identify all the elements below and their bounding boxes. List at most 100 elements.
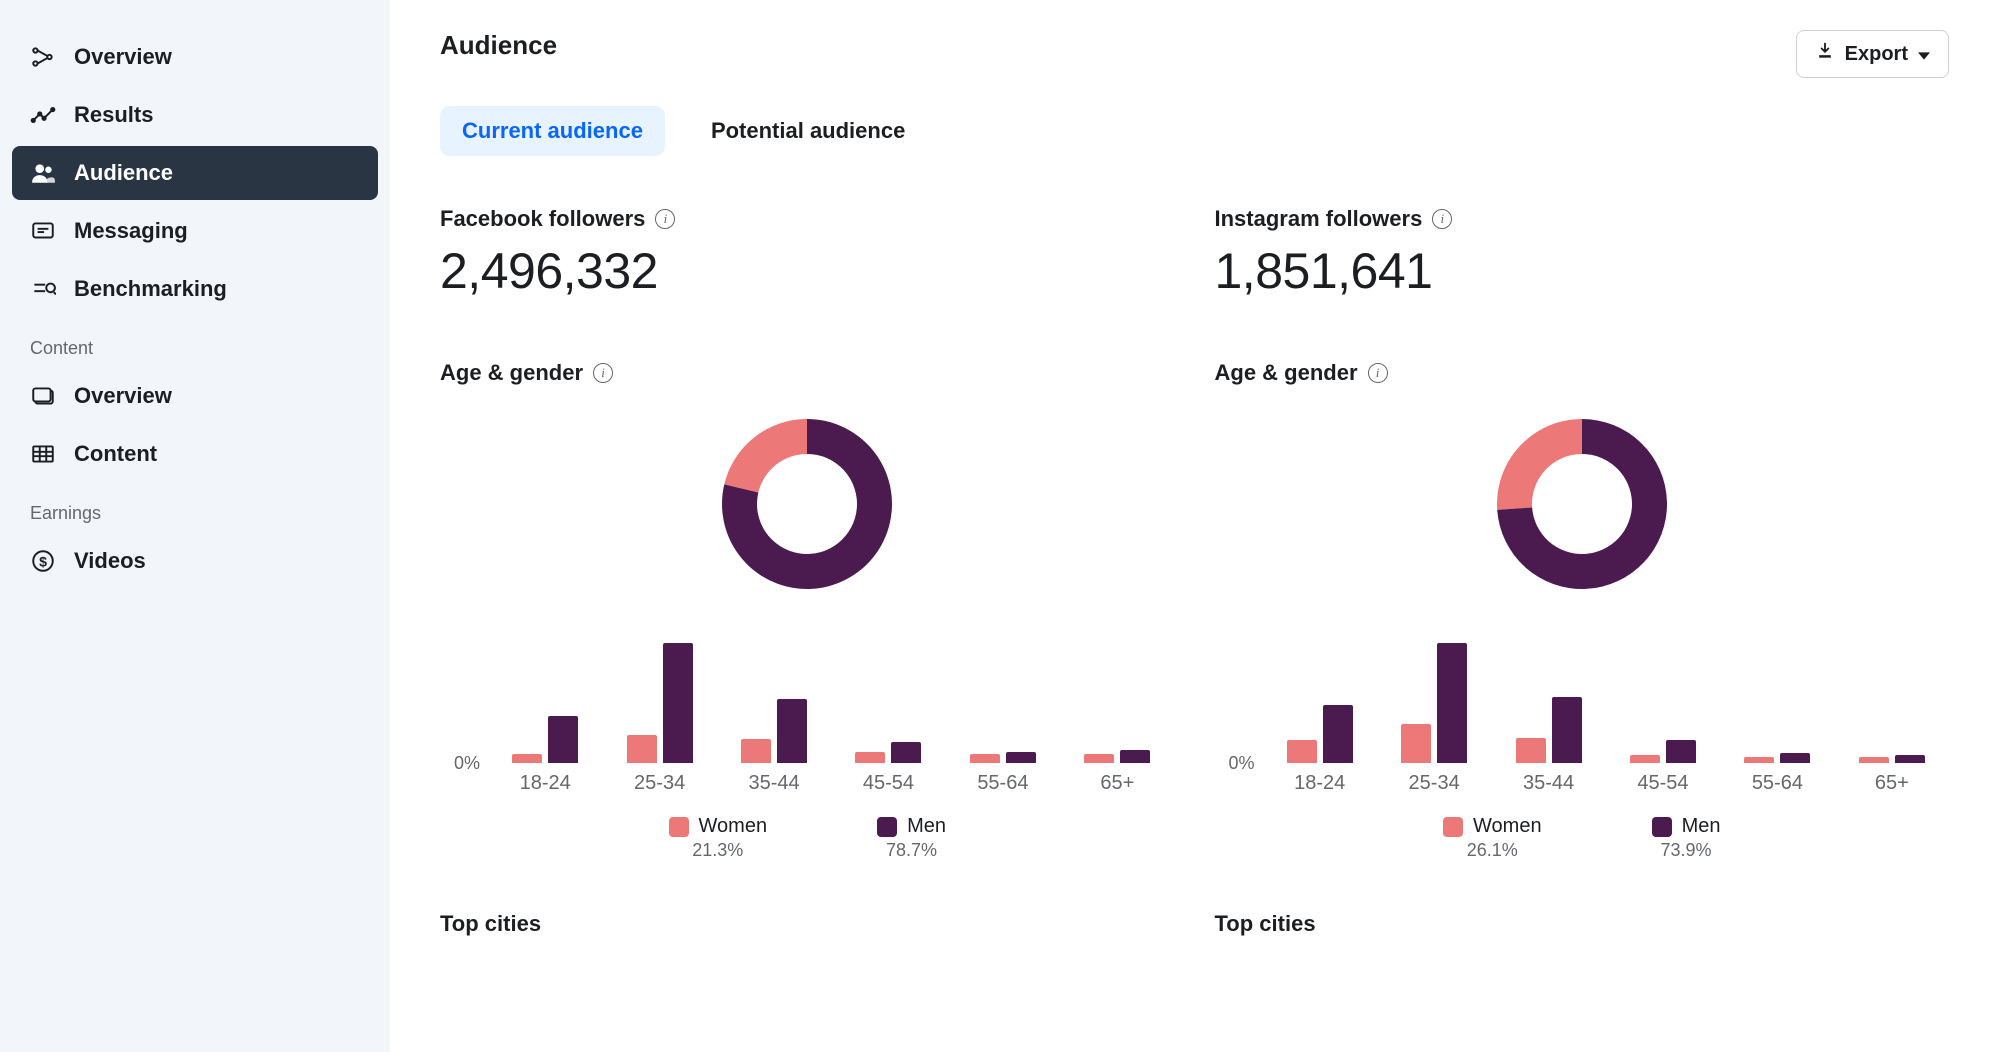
y-axis-zero: 0% bbox=[440, 753, 488, 774]
facebook-followers-value: 2,496,332 bbox=[440, 242, 1175, 300]
bar-women bbox=[1287, 740, 1317, 763]
bar-women bbox=[627, 735, 657, 763]
bar-group bbox=[1835, 755, 1949, 763]
messaging-icon bbox=[30, 218, 56, 244]
main-content: Audience Export Current audience Potenti… bbox=[390, 0, 1999, 1052]
x-axis-label: 45-54 bbox=[1606, 772, 1720, 795]
export-label: Export bbox=[1845, 43, 1908, 66]
legend-women-label: Women bbox=[1473, 815, 1542, 838]
benchmark-icon bbox=[30, 276, 56, 302]
facebook-followers-label: Facebook followers bbox=[440, 206, 645, 232]
x-axis-label: 35-44 bbox=[1491, 772, 1605, 795]
sidebar-item-messaging[interactable]: Messaging bbox=[12, 204, 378, 258]
info-icon[interactable]: i bbox=[1432, 209, 1452, 229]
page-title: Audience bbox=[440, 30, 557, 61]
bar-group bbox=[1720, 753, 1834, 763]
sidebar-section-content: Content bbox=[12, 320, 378, 369]
bar-group bbox=[1060, 750, 1174, 763]
bar-group bbox=[946, 752, 1060, 763]
bar-women bbox=[1630, 755, 1660, 763]
bar-group bbox=[717, 699, 831, 763]
bar-women bbox=[1516, 738, 1546, 763]
bar-men bbox=[1120, 750, 1150, 763]
network-icon bbox=[30, 44, 56, 70]
legend-swatch-men bbox=[1652, 817, 1672, 837]
instagram-legend: Women 26.1% Men 73.9% bbox=[1215, 815, 1950, 861]
legend-women: Women 26.1% bbox=[1443, 815, 1542, 861]
bar-men bbox=[1780, 753, 1810, 763]
sidebar-item-overview[interactable]: Overview bbox=[12, 30, 378, 84]
instagram-top-cities-label: Top cities bbox=[1215, 911, 1950, 937]
legend-women-label: Women bbox=[699, 815, 768, 838]
info-icon[interactable]: i bbox=[1368, 363, 1388, 383]
x-axis-label: 25-34 bbox=[602, 772, 716, 795]
bar-women bbox=[741, 739, 771, 763]
download-icon bbox=[1815, 41, 1835, 67]
sidebar-item-audience[interactable]: Audience bbox=[12, 146, 378, 200]
bar-men bbox=[1552, 697, 1582, 763]
bar-group bbox=[1606, 740, 1720, 763]
instagram-followers-label: Instagram followers bbox=[1215, 206, 1423, 232]
x-axis-label: 55-64 bbox=[1720, 772, 1834, 795]
bar-group bbox=[1263, 705, 1377, 763]
x-axis-label: 65+ bbox=[1835, 772, 1949, 795]
export-button[interactable]: Export bbox=[1796, 30, 1949, 78]
bar-women bbox=[512, 754, 542, 763]
instagram-donut-chart bbox=[1215, 404, 1950, 604]
people-icon bbox=[30, 160, 56, 186]
sidebar-item-label: Messaging bbox=[74, 218, 188, 244]
x-axis-label: 35-44 bbox=[717, 772, 831, 795]
bar-group bbox=[1377, 643, 1491, 763]
bar-men bbox=[777, 699, 807, 763]
y-axis-zero: 0% bbox=[1215, 753, 1263, 774]
sidebar-item-content-overview[interactable]: Overview bbox=[12, 369, 378, 423]
x-axis-label: 18-24 bbox=[488, 772, 602, 795]
sidebar-item-results[interactable]: Results bbox=[12, 88, 378, 142]
x-axis-label: 18-24 bbox=[1263, 772, 1377, 795]
facebook-panel: Facebook followers i 2,496,332 Age & gen… bbox=[440, 206, 1175, 937]
facebook-age-gender-label: Age & gender bbox=[440, 360, 583, 386]
legend-men-label: Men bbox=[907, 815, 946, 838]
legend-women-pct: 21.3% bbox=[692, 840, 743, 861]
legend-women-pct: 26.1% bbox=[1467, 840, 1518, 861]
sidebar-item-videos[interactable]: $ Videos bbox=[12, 534, 378, 588]
info-icon[interactable]: i bbox=[593, 363, 613, 383]
bar-men bbox=[1895, 755, 1925, 763]
legend-men: Men 73.9% bbox=[1652, 815, 1721, 861]
legend-swatch-men bbox=[877, 817, 897, 837]
sidebar-section-earnings: Earnings bbox=[12, 485, 378, 534]
x-axis-label: 25-34 bbox=[1377, 772, 1491, 795]
sidebar-item-label: Overview bbox=[74, 383, 172, 409]
bar-group bbox=[831, 742, 945, 763]
facebook-legend: Women 21.3% Men 78.7% bbox=[440, 815, 1175, 861]
sidebar-item-label: Overview bbox=[74, 44, 172, 70]
tab-potential-audience[interactable]: Potential audience bbox=[689, 106, 927, 156]
instagram-followers-value: 1,851,641 bbox=[1215, 242, 1950, 300]
legend-men-pct: 73.9% bbox=[1660, 840, 1711, 861]
sidebar-item-label: Results bbox=[74, 102, 153, 128]
x-axis-label: 65+ bbox=[1060, 772, 1174, 795]
bar-women bbox=[970, 754, 1000, 763]
sidebar-item-label: Content bbox=[74, 441, 157, 467]
tab-current-audience[interactable]: Current audience bbox=[440, 106, 665, 156]
x-axis-label: 45-54 bbox=[831, 772, 945, 795]
sidebar: Overview Results Audience Messaging Benc… bbox=[0, 0, 390, 1052]
legend-swatch-women bbox=[669, 817, 689, 837]
sidebar-item-label: Videos bbox=[74, 548, 146, 574]
bar-group bbox=[602, 643, 716, 763]
sidebar-item-benchmarking[interactable]: Benchmarking bbox=[12, 262, 378, 316]
svg-text:$: $ bbox=[39, 553, 47, 569]
sidebar-item-content[interactable]: Content bbox=[12, 427, 378, 481]
info-icon[interactable]: i bbox=[655, 209, 675, 229]
bar-women bbox=[1084, 754, 1114, 763]
sidebar-item-label: Benchmarking bbox=[74, 276, 227, 302]
cards-icon bbox=[30, 383, 56, 409]
trend-icon bbox=[30, 102, 56, 128]
legend-men: Men 78.7% bbox=[877, 815, 946, 861]
facebook-bar-chart: 0% 18-2425-3435-4445-5455-6465+ bbox=[440, 624, 1175, 795]
bar-men bbox=[1666, 740, 1696, 763]
bar-women bbox=[1744, 757, 1774, 763]
x-axis-label: 55-64 bbox=[946, 772, 1060, 795]
bar-women bbox=[1401, 724, 1431, 763]
legend-men-pct: 78.7% bbox=[886, 840, 937, 861]
